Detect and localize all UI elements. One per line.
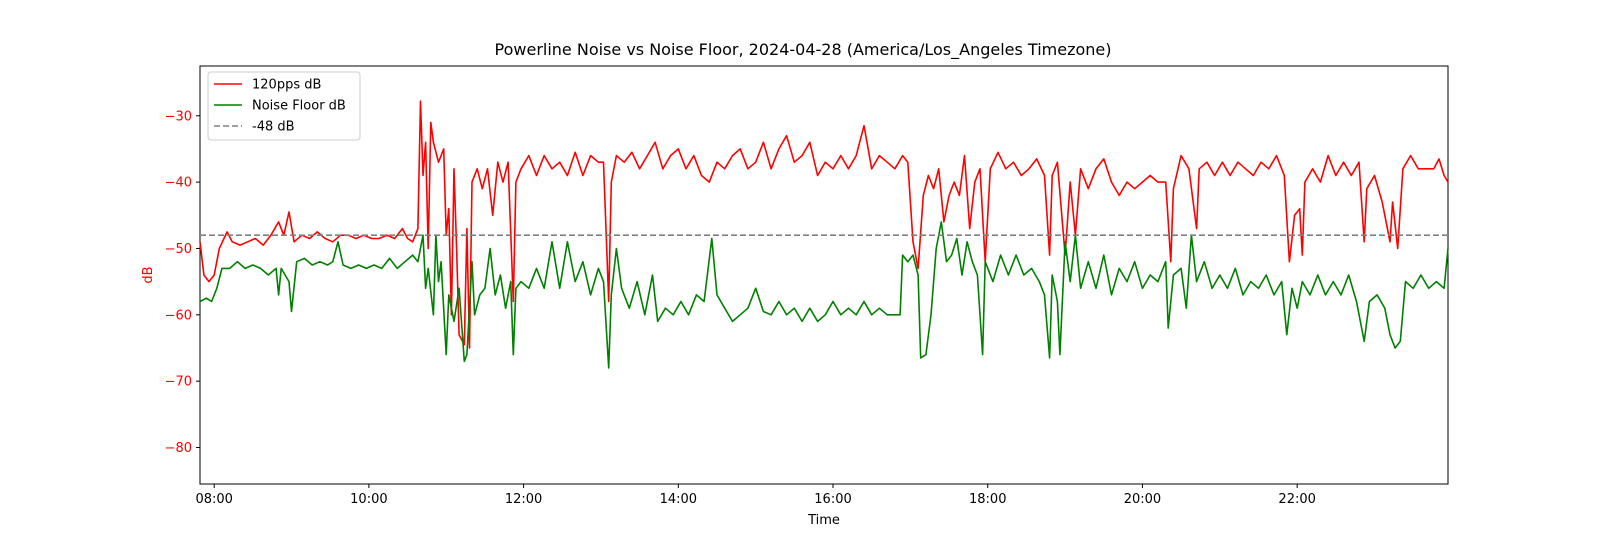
x-axis-title: Time bbox=[807, 513, 840, 528]
y-tick-label: −60 bbox=[165, 308, 192, 323]
y-tick-label: −50 bbox=[165, 242, 192, 257]
y-axis-title: dB bbox=[141, 266, 156, 283]
legend-label: -48 dB bbox=[252, 120, 295, 135]
plot-area: −30 −40 −50 −60 −70 −80 08:00 10:00 12:00 14:00 1… bbox=[165, 65, 1449, 507]
y-tick-label: −30 bbox=[165, 109, 192, 124]
x-tick-label: 20:00 bbox=[1124, 492, 1161, 507]
plot-frame bbox=[199, 65, 1449, 485]
legend-label: Noise Floor dB bbox=[252, 99, 346, 114]
x-tick-label: 12:00 bbox=[505, 492, 542, 507]
series-layer bbox=[199, 100, 1449, 369]
x-tick-label: 14:00 bbox=[660, 492, 697, 507]
y-tick-label: −80 bbox=[165, 441, 192, 456]
legend-label: 120pps dB bbox=[252, 78, 321, 93]
x-tick-label: 10:00 bbox=[350, 492, 387, 507]
y-axis: −30 −40 −50 −60 −70 −80 bbox=[165, 109, 200, 456]
x-tick-label: 18:00 bbox=[969, 492, 1006, 507]
series-line-120pps-db bbox=[199, 100, 1449, 349]
y-tick-label: −70 bbox=[165, 375, 192, 390]
x-axis: 08:00 10:00 12:00 14:00 16:00 18:00 20:00 22:00 bbox=[195, 484, 1316, 507]
series-line-noise-floor-db bbox=[199, 221, 1449, 369]
chart-title: Powerline Noise vs Noise Floor, 2024-04-… bbox=[495, 40, 1112, 60]
x-tick-label: 16:00 bbox=[814, 492, 851, 507]
x-tick-label: 22:00 bbox=[1278, 492, 1315, 507]
legend: 120pps dB Noise Floor dB -48 dB bbox=[207, 71, 361, 141]
legend-box bbox=[207, 71, 361, 141]
y-tick-label: −40 bbox=[165, 176, 192, 191]
x-tick-label: 08:00 bbox=[195, 492, 232, 507]
